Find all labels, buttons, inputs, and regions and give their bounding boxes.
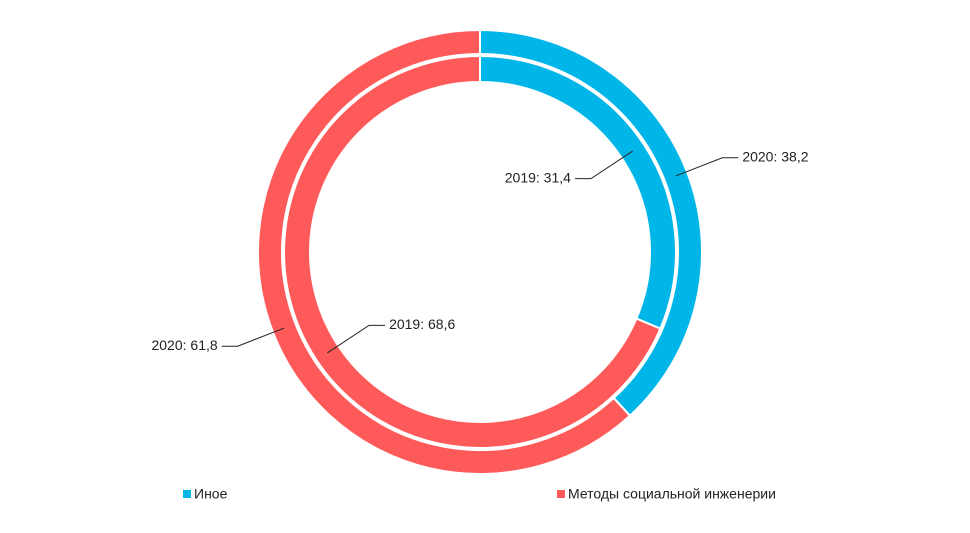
donut-segment bbox=[479, 54, 677, 331]
data-label: 2020: 61,8 bbox=[151, 337, 217, 353]
legend-swatch bbox=[557, 490, 565, 498]
leader-line bbox=[675, 157, 739, 177]
leader-line bbox=[574, 150, 633, 180]
legend-label: Иное bbox=[194, 486, 228, 502]
leader-line bbox=[327, 324, 386, 354]
donut-segment bbox=[283, 54, 662, 449]
legend-swatch bbox=[183, 490, 191, 498]
leader-line bbox=[221, 327, 285, 347]
data-label: 2019: 31,4 bbox=[505, 169, 571, 185]
legend-label: Методы социальной инженерии bbox=[568, 486, 776, 502]
donut-segment bbox=[257, 28, 632, 475]
data-label: 2019: 68,6 bbox=[389, 316, 455, 332]
data-label: 2020: 38,2 bbox=[742, 149, 808, 165]
